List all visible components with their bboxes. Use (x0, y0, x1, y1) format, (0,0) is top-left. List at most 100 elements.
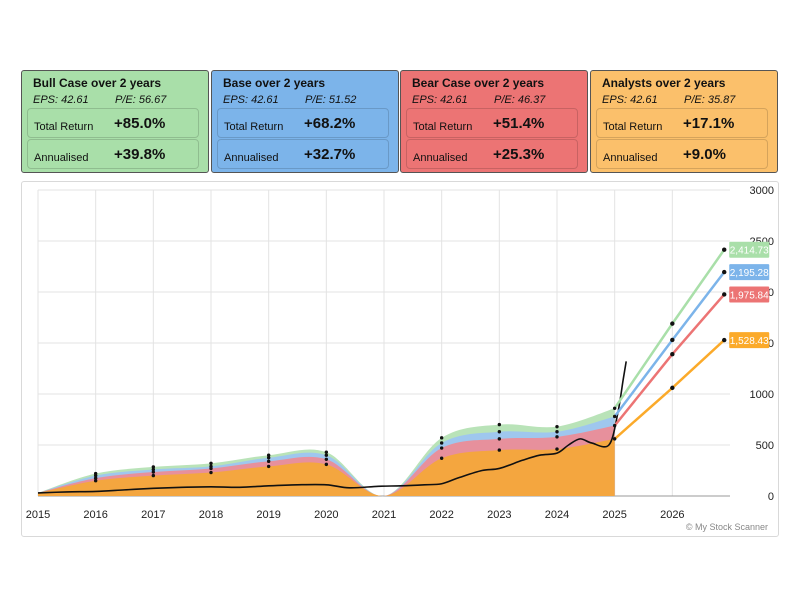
valuation-point (93, 479, 98, 483)
band-analysts (38, 438, 615, 497)
card-pe: P/E: 35.87 (684, 94, 736, 106)
annualised-box: Annualised +9.0% (596, 139, 768, 169)
annualised-label: Annualised (224, 152, 279, 164)
projection-point (670, 321, 675, 326)
total-return-label: Total Return (413, 121, 473, 133)
valuation-point (209, 464, 213, 469)
valuation-points (93, 247, 727, 483)
total-return-value: +17.1% (683, 115, 735, 132)
card-title: Analysts over 2 years (602, 76, 726, 90)
valuation-point (612, 414, 617, 419)
valuation-point (151, 473, 156, 478)
valuation-point (266, 456, 271, 460)
valuation-point (439, 456, 444, 460)
valuation-point (497, 430, 502, 434)
valuation-point (209, 461, 213, 466)
valuation-point (497, 422, 502, 427)
end-label-bg (729, 264, 770, 281)
card-eps: EPS: 42.61 (33, 94, 89, 106)
projection-line (613, 248, 726, 409)
end-value-label: 2,414.73 (730, 246, 769, 257)
card-title: Base over 2 years (223, 76, 326, 90)
annualised-value: +25.3% (493, 146, 545, 163)
valuation-point (324, 462, 329, 467)
y-tick-label: 1000 (750, 389, 774, 401)
x-tick-label: 2025 (602, 509, 626, 521)
projection-line (613, 339, 726, 440)
valuation-point (497, 437, 502, 441)
card-pe: P/E: 56.67 (115, 94, 167, 106)
projection-point (670, 385, 675, 391)
valuation-point (439, 441, 444, 445)
end-value-label: 1,528.43 (730, 336, 769, 347)
card-analysts: Analysts over 2 years EPS: 42.61 P/E: 35… (590, 70, 778, 173)
valuation-point (266, 453, 271, 457)
x-tick-label: 2020 (314, 509, 338, 521)
annualised-value: +9.0% (683, 146, 726, 163)
total-return-label: Total Return (34, 121, 94, 133)
annualised-value: +39.8% (114, 146, 166, 163)
total-return-value: +68.2% (304, 115, 356, 132)
chart-panel: 0500100015002000250030002015201620172018… (21, 181, 779, 537)
y-tick-label: 3000 (750, 185, 774, 197)
x-tick-label: 2016 (83, 509, 107, 521)
card-bull: Bull Case over 2 years EPS: 42.61 P/E: 5… (21, 70, 209, 173)
total-return-box: Total Return +51.4% (406, 108, 578, 138)
price-line-group (37, 361, 627, 494)
end-label-bg (729, 332, 770, 349)
projection-point (722, 247, 727, 252)
card-bear: Bear Case over 2 years EPS: 42.61 P/E: 4… (400, 70, 588, 173)
end-value-labels: 2,414.73 2,195.28 1,975.84 1,528.43 (729, 241, 770, 349)
annualised-box: Annualised +25.3% (406, 139, 578, 169)
card-eps: EPS: 42.61 (602, 94, 658, 106)
projection-point (670, 352, 675, 357)
valuation-point (612, 437, 617, 441)
valuation-point (612, 406, 617, 410)
valuation-point (266, 459, 271, 464)
total-return-box: Total Return +17.1% (596, 108, 768, 138)
projection-lines (613, 248, 726, 440)
projection-line (613, 293, 726, 427)
annualised-value: +32.7% (304, 146, 356, 163)
valuation-point (324, 453, 329, 457)
annualised-box: Annualised +32.7% (217, 139, 389, 169)
projection-point (722, 292, 727, 297)
end-value-label: 1,975.84 (730, 290, 769, 301)
card-title: Bear Case over 2 years (412, 76, 545, 90)
card-pe: P/E: 51.52 (305, 94, 357, 106)
price-line (37, 361, 627, 494)
scenario-cards: Bull Case over 2 years EPS: 42.61 P/E: 5… (21, 70, 779, 175)
x-tick-label: 2026 (660, 509, 684, 521)
total-return-box: Total Return +68.2% (217, 108, 389, 138)
annualised-label: Annualised (603, 152, 658, 164)
total-return-label: Total Return (603, 121, 663, 133)
valuation-point (555, 447, 559, 451)
x-tick-label: 2017 (141, 509, 165, 521)
y-tick-label: 0 (768, 491, 774, 503)
x-tick-label: 2019 (256, 509, 280, 521)
x-tick-label: 2022 (429, 509, 453, 521)
valuation-point (439, 446, 444, 450)
card-base: Base over 2 years EPS: 42.61 P/E: 51.52 … (211, 70, 399, 173)
projection-point (670, 337, 675, 343)
valuation-point (151, 467, 156, 472)
projection-line (613, 271, 726, 418)
watermark: © My Stock Scanner (686, 522, 768, 532)
valuation-point (497, 448, 502, 452)
projection-point (722, 269, 727, 275)
projection-point (722, 337, 727, 343)
valuation-point (151, 470, 156, 474)
y-tick-label: 500 (756, 440, 774, 452)
annualised-box: Annualised +39.8% (27, 139, 199, 169)
valuation-point (93, 471, 98, 476)
valuation-point (266, 464, 271, 469)
valuation-point (324, 450, 329, 454)
total-return-value: +85.0% (114, 115, 166, 132)
valuation-point (209, 470, 213, 475)
x-tick-label: 2015 (26, 509, 50, 521)
end-label-bg (729, 241, 770, 258)
x-tick-label: 2023 (487, 509, 511, 521)
valuation-point (555, 435, 559, 439)
x-tick-label: 2018 (199, 509, 223, 521)
end-value-label: 2,195.28 (730, 268, 769, 279)
